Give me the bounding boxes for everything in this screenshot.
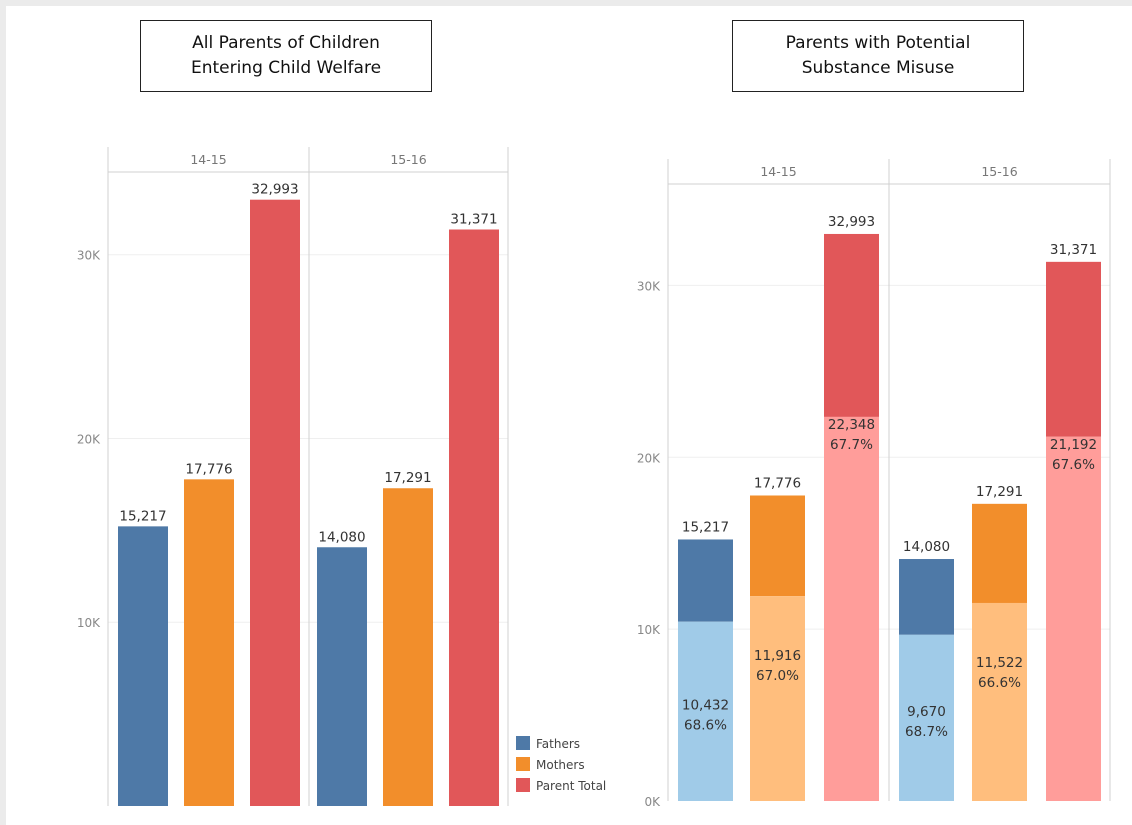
right-bar-misuse-label: 21,192 xyxy=(1050,437,1097,453)
right-bar-misuse-label: 9,670 xyxy=(907,704,946,720)
left-bar-value-label: 14,080 xyxy=(318,529,365,545)
right-bar-total-label: 17,776 xyxy=(754,475,801,491)
right-bar-pct-label: 68.7% xyxy=(905,724,948,740)
right-bar-total-segment xyxy=(678,539,733,622)
right-bar-total-segment xyxy=(1046,261,1101,437)
left-bar-value-label: 31,371 xyxy=(450,212,497,228)
right-title-line-2: Substance Misuse xyxy=(801,58,955,78)
right-bar-misuse-segment xyxy=(824,416,879,801)
right-bar-pct-label: 67.0% xyxy=(756,668,799,684)
left-bar-value-label: 17,291 xyxy=(384,470,431,486)
right-ytick-label: 20K xyxy=(637,451,661,465)
right-bar-total-segment xyxy=(899,559,954,635)
right-panel-header: 14-15 xyxy=(760,164,796,179)
right-ytick-label: 10K xyxy=(637,623,661,637)
left-bar-value-label: 32,993 xyxy=(251,182,298,198)
right-bar-misuse-segment xyxy=(678,621,733,801)
right-bar-total-label: 17,291 xyxy=(976,484,1023,500)
right-bar-misuse-label: 22,348 xyxy=(828,417,875,433)
left-chart-title: All Parents of Children Entering Child W… xyxy=(140,20,432,92)
left-ytick-label: 30K xyxy=(77,249,101,263)
left-bar xyxy=(250,199,300,806)
left-bar xyxy=(118,526,168,806)
right-bar-misuse-label: 11,916 xyxy=(754,648,801,664)
left-ytick-label: 20K xyxy=(77,432,101,446)
right-bar-misuse-segment xyxy=(899,634,954,801)
left-panel-header: 14-15 xyxy=(190,152,226,167)
right-ytick-label: 0K xyxy=(644,795,661,809)
legend-swatch-2 xyxy=(516,778,530,792)
right-bar-pct-label: 67.6% xyxy=(1052,457,1095,473)
legend-label-2: Parent Total xyxy=(536,779,606,793)
left-title-line-2: Entering Child Welfare xyxy=(190,58,382,78)
right-bar-pct-label: 68.6% xyxy=(684,717,727,733)
left-bar-value-label: 17,776 xyxy=(185,461,232,477)
right-bar-pct-label: 66.6% xyxy=(978,675,1021,691)
right-bar-total-segment xyxy=(972,503,1027,603)
left-bar xyxy=(317,547,367,806)
right-ytick-label: 30K xyxy=(637,279,661,293)
left-bar xyxy=(184,479,234,806)
right-bar-total-label: 15,217 xyxy=(682,519,729,535)
legend-label-0: Fathers xyxy=(536,737,580,751)
left-bar xyxy=(449,229,499,806)
legend-swatch-1 xyxy=(516,757,530,771)
right-bar-pct-label: 67.7% xyxy=(830,437,873,453)
right-title-line-1: Parents with Potential xyxy=(785,33,971,53)
right-bar-total-label: 32,993 xyxy=(828,214,875,230)
legend-swatch-0 xyxy=(516,736,530,750)
right-chart-title: Parents with Potential Substance Misuse xyxy=(732,20,1024,92)
right-bar-misuse-label: 10,432 xyxy=(682,697,729,713)
right-bar-misuse-segment xyxy=(750,596,805,801)
left-ytick-label: 10K xyxy=(77,616,101,630)
right-bar-total-label: 14,080 xyxy=(903,539,950,555)
right-bar-total-segment xyxy=(824,233,879,417)
left-panel-header: 15-16 xyxy=(390,152,426,167)
right-bar-misuse-label: 11,522 xyxy=(976,655,1023,671)
left-bar xyxy=(383,488,433,806)
right-panel-header: 15-16 xyxy=(981,164,1017,179)
left-bar-value-label: 15,217 xyxy=(119,508,166,524)
right-bar-total-segment xyxy=(750,495,805,597)
right-bar-misuse-segment xyxy=(1046,436,1101,801)
legend-label-1: Mothers xyxy=(536,758,585,772)
right-bar-total-label: 31,371 xyxy=(1050,242,1097,258)
right-bar-misuse-segment xyxy=(972,602,1027,801)
left-title-line-1: All Parents of Children xyxy=(192,33,380,53)
